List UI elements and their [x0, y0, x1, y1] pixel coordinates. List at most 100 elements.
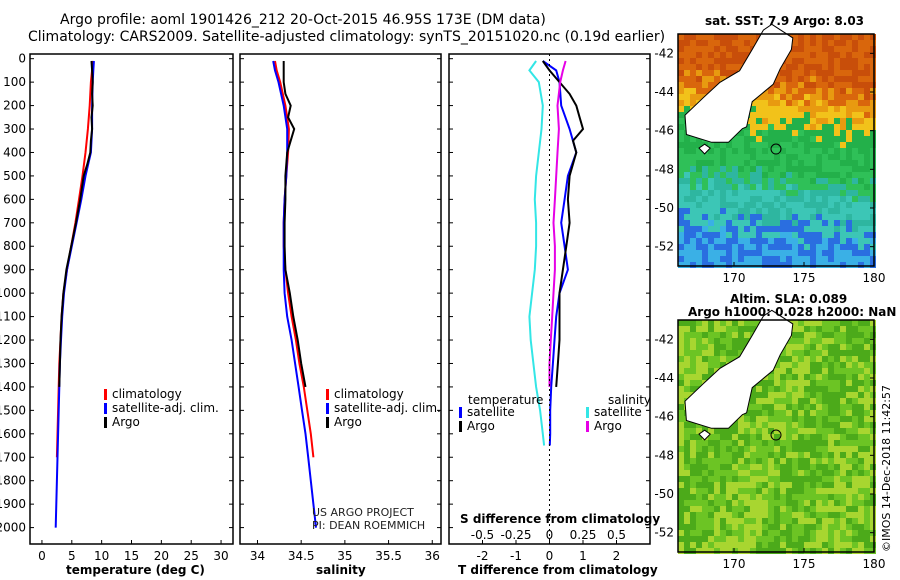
map-cell	[786, 476, 792, 482]
map-cell	[726, 548, 732, 554]
map-cell	[744, 416, 750, 422]
map-cell	[840, 458, 846, 464]
map-cell	[774, 172, 780, 178]
map-cell	[678, 82, 684, 88]
map-cell	[822, 482, 828, 488]
map-cell	[864, 446, 870, 452]
map-cell	[720, 256, 726, 262]
map-cell	[834, 148, 840, 154]
map-cell	[678, 488, 684, 494]
map-cell	[870, 548, 876, 554]
map-cell	[744, 166, 750, 172]
map-cell	[726, 338, 732, 344]
map-cell	[804, 470, 810, 476]
map-cell	[870, 398, 876, 404]
map-cell	[732, 434, 738, 440]
map-cell	[840, 542, 846, 548]
map-cell	[786, 58, 792, 64]
temperature-xtick-label: 20	[154, 549, 169, 563]
map-cell	[738, 476, 744, 482]
map-cell	[690, 488, 696, 494]
map-cell	[732, 238, 738, 244]
map-cell	[756, 124, 762, 130]
map-cell	[714, 548, 720, 554]
map-cell	[786, 440, 792, 446]
map-cell	[828, 130, 834, 136]
map-cell	[810, 106, 816, 112]
map-cell	[810, 178, 816, 184]
map-cell	[828, 536, 834, 542]
map-cell	[810, 220, 816, 226]
map-cell	[852, 320, 858, 326]
map-cell	[744, 518, 750, 524]
map-cell	[762, 494, 768, 500]
map-cell	[852, 52, 858, 58]
map-cell	[744, 202, 750, 208]
map-cell	[732, 452, 738, 458]
map-cell	[750, 470, 756, 476]
map-cell	[684, 434, 690, 440]
map-cell	[786, 512, 792, 518]
map-cell	[858, 452, 864, 458]
map-cell	[732, 536, 738, 542]
map-cell	[870, 178, 876, 184]
map-cell	[678, 160, 684, 166]
map-cell	[804, 208, 810, 214]
map-cell	[840, 404, 846, 410]
map-cell	[846, 446, 852, 452]
map-cell	[870, 476, 876, 482]
map-cell	[828, 332, 834, 338]
map-cell	[816, 398, 822, 404]
map-cell	[738, 136, 744, 142]
map-cell	[720, 356, 726, 362]
map-cell	[792, 244, 798, 250]
map-cell	[744, 220, 750, 226]
map-cell	[840, 482, 846, 488]
map-cell	[822, 344, 828, 350]
map-cell	[804, 434, 810, 440]
map-cell	[822, 548, 828, 554]
map-cell	[690, 208, 696, 214]
map-cell	[696, 208, 702, 214]
map-cell	[816, 434, 822, 440]
map-cell	[864, 548, 870, 554]
map-cell	[852, 238, 858, 244]
map-cell	[690, 470, 696, 476]
map-cell	[714, 244, 720, 250]
map-cell	[738, 172, 744, 178]
map-cell	[738, 440, 744, 446]
map-cell	[870, 356, 876, 362]
map-cell	[804, 440, 810, 446]
map-ytick-label: -46	[654, 124, 674, 138]
tdiff-xtick-label: 2	[613, 549, 621, 563]
map-cell	[828, 488, 834, 494]
map-cell	[768, 184, 774, 190]
map-cell	[804, 118, 810, 124]
map-cell	[840, 548, 846, 554]
map-cell	[732, 190, 738, 196]
map-cell	[732, 494, 738, 500]
map-cell	[714, 202, 720, 208]
map-cell	[840, 500, 846, 506]
map-cell	[786, 232, 792, 238]
map-cell	[834, 446, 840, 452]
map-cell	[786, 94, 792, 100]
map-cell	[720, 518, 726, 524]
map-cell	[834, 458, 840, 464]
map-cell	[780, 166, 786, 172]
legend-swatch	[459, 407, 462, 418]
map-cell	[774, 196, 780, 202]
map-cell	[786, 112, 792, 118]
map-cell	[750, 106, 756, 112]
map-cell	[870, 392, 876, 398]
map-cell	[864, 338, 870, 344]
map-cell	[768, 470, 774, 476]
map-cell	[756, 232, 762, 238]
map-cell	[780, 500, 786, 506]
map-cell	[846, 338, 852, 344]
map-cell	[690, 440, 696, 446]
map-cell	[828, 196, 834, 202]
map-cell	[690, 458, 696, 464]
map-cell	[726, 244, 732, 250]
map-cell	[804, 494, 810, 500]
